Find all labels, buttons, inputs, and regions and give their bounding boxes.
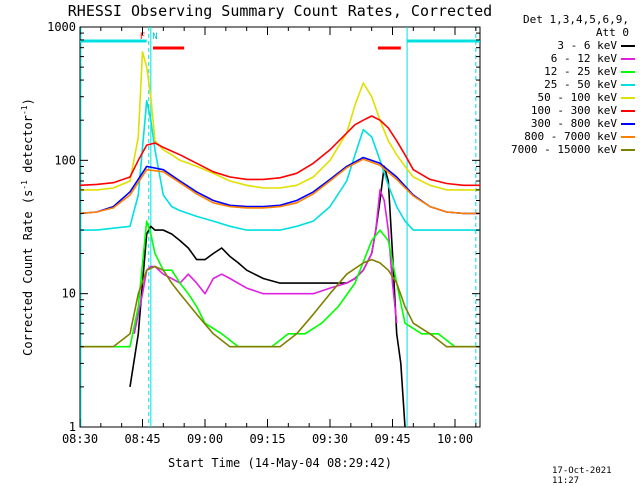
legend-swatch [621,148,635,151]
legend-swatch [621,44,635,47]
chart-title: RHESSI Observing Summary Count Rates, Co… [68,2,492,20]
flag-label: F [140,32,145,42]
series-line-8 [79,158,480,215]
x-tick-label: 08:30 [62,432,98,446]
y-tick-label: 1000 [47,20,76,34]
legend-swatch [621,135,635,138]
y-tick-label: 1 [69,420,76,434]
legend-swatch [621,57,635,60]
legend-header-line-2: Att 0 [595,26,629,39]
legend-item: 25 - 50 keV [485,78,635,91]
x-tick-label: 10:00 [437,432,473,446]
legend-swatch [621,122,635,125]
legend-label: 50 - 100 keV [537,91,617,104]
legend-swatch [621,109,635,112]
series-line-4 [80,99,480,231]
flag-label: N [152,32,157,42]
legend-label: 800 - 7000 keV [524,130,617,143]
legend-item: 300 - 800 keV [485,117,635,130]
axes: 08:30 08:45 09:00 09:15 09:30 09:45 10:00 1 10 10… [47,20,480,446]
legend-label: 6 - 12 keV [550,52,617,65]
legend-item: 3 - 6 keV [485,39,635,52]
y-tick-label: 10 [62,287,76,301]
legend-swatch [621,83,635,86]
legend-item: 800 - 7000 keV [485,130,635,143]
plot-frame [79,26,481,428]
legend-item: 6 - 12 keV [485,52,635,65]
legend-item: 12 - 25 keV [485,65,635,78]
series-line-5 [80,51,480,191]
legend-label: 300 - 800 keV [530,117,617,130]
footer-date: 17-Oct-2021 11:27 [552,466,612,486]
legend-item: 7000 - 15000 keV [485,143,635,156]
series-line-9 [80,258,480,348]
x-tick-label: 08:45 [124,432,160,446]
legend: Det 1,3,4,5,6,9, Att 0 3 - 6 keV 6 - 12 k… [485,13,635,156]
x-tick-label: 09:15 [249,432,285,446]
x-tick-label: 09:45 [374,432,410,446]
x-tick-label: 09:00 [187,432,223,446]
x-axis-label: Start Time (14-May-04 08:29:42) [168,456,392,470]
legend-label: 25 - 50 keV [544,78,617,91]
legend-label: 3 - 6 keV [557,39,617,52]
legend-label: 7000 - 15000 keV [511,143,617,156]
legend-item: 100 - 300 keV [485,104,635,117]
legend-label: 12 - 25 keV [544,65,617,78]
series-line-6 [79,115,480,187]
series-layer [79,51,480,428]
series-line-7 [79,156,480,215]
series-line-2 [133,189,398,334]
legend-swatch [621,96,635,99]
legend-item: 50 - 100 keV [485,91,635,104]
legend-swatch [621,70,635,73]
y-axis-label: Corrected Count Rate (s-1 detector-1) [20,98,35,356]
legend-label: 100 - 300 keV [530,104,617,117]
x-tick-label: 09:30 [312,432,348,446]
legend-header-line-1: Det 1,3,4,5,6,9, [523,13,629,26]
y-tick-label: 100 [54,153,76,167]
series-line-1 [129,165,406,428]
